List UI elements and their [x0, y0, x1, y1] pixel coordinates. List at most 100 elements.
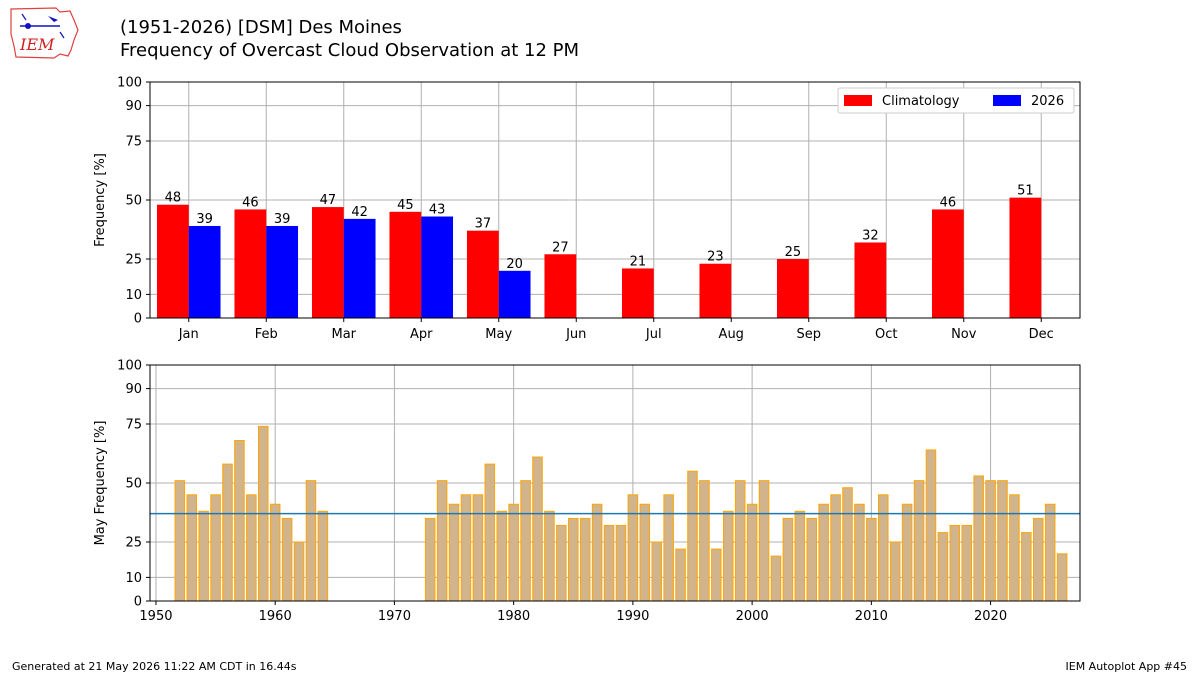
climatology-bar [234, 209, 267, 318]
year-bar [293, 541, 305, 602]
bottom-y-tick-label: 25 [125, 536, 142, 551]
bottom-y-tick-label: 100 [117, 359, 142, 374]
top-y-tick-label: 0 [134, 312, 142, 327]
climatology-bar [931, 209, 964, 318]
climatology-value-label: 47 [320, 193, 337, 208]
year-bar [496, 510, 508, 602]
bottom-x-tick-label: 1990 [616, 609, 649, 624]
year-bar [556, 524, 567, 602]
year-bar [246, 494, 257, 602]
climatology-bar [854, 242, 887, 318]
bottom-x-tick-label: 2020 [974, 609, 1007, 624]
year-bar [1021, 532, 1032, 602]
climatology-value-label: 46 [940, 195, 957, 210]
bottom-chart-y-axis-label: May Frequency [%] [93, 421, 108, 546]
monthly-frequency-chart: 48 46 47 45 37 27 21 23 25 32 46 51 39 39 42 43 20 0 10 25… [93, 76, 1081, 342]
bottom-x-tick-label: 1960 [259, 609, 292, 624]
bottom-x-tick-label: 1980 [497, 609, 530, 624]
year-bar [699, 480, 710, 602]
top-x-tick-label: Mar [331, 327, 356, 342]
year-bar [711, 548, 722, 602]
top-y-tick-label: 10 [125, 288, 142, 303]
top-chart-data-labels: 48 46 47 45 37 27 21 23 25 32 46 51 39 39 42 43 20 [165, 184, 1034, 272]
top-y-tick-label: 100 [117, 76, 142, 91]
year-bar [758, 480, 770, 602]
climatology-value-label: 21 [630, 254, 647, 269]
climatology-bar [389, 211, 422, 318]
year-bar [734, 480, 746, 602]
climatology-bar [699, 263, 732, 318]
current-year-bar [188, 225, 221, 318]
year-bar [317, 510, 329, 602]
year-bar [508, 503, 519, 602]
year-bar [794, 510, 806, 602]
bottom-y-tick-label: 50 [125, 477, 142, 492]
year-bar [889, 541, 901, 602]
climatology-value-label: 48 [165, 191, 182, 206]
bottom-y-tick-label: 0 [134, 595, 142, 610]
top-x-tick-label: Dec [1029, 327, 1054, 342]
year-bar [854, 503, 865, 602]
legend-label-2026: 2026 [1031, 94, 1064, 109]
year-bar [603, 524, 615, 602]
climatology-bar [156, 204, 189, 318]
top-y-tick-label: 90 [125, 99, 142, 114]
bottom-chart-y-ticks: 0 10 25 50 75 90 100 [117, 359, 150, 610]
svg-text:IEM: IEM [19, 35, 55, 54]
year-bar [687, 470, 698, 602]
year-bar [770, 555, 782, 602]
current-year-value-label: 39 [274, 212, 291, 227]
year-bar [949, 524, 961, 602]
climatology-value-label: 46 [242, 195, 259, 210]
year-bar [1056, 553, 1068, 602]
year-bar [1044, 503, 1056, 602]
year-bar [448, 503, 460, 602]
year-bar [460, 494, 472, 602]
bottom-x-tick-label: 1950 [139, 609, 172, 624]
year-bar [472, 494, 484, 602]
bottom-x-tick-label: 1970 [378, 609, 411, 624]
year-bar [615, 524, 627, 602]
current-year-bar [498, 270, 531, 318]
year-bar [985, 480, 996, 602]
chart-legend[interactable]: Climatology 2026 [837, 87, 1075, 114]
climatology-value-label: 25 [785, 245, 802, 260]
legend-swatch-climatology [844, 95, 872, 106]
current-year-value-label: 42 [351, 205, 368, 220]
top-y-tick-label: 50 [125, 194, 142, 209]
chart-title-line2: Frequency of Overcast Cloud Observation … [120, 40, 580, 61]
climatology-bar [466, 230, 499, 318]
iem-logo-icon: IEM [10, 7, 79, 59]
year-bar [782, 517, 794, 602]
year-bar [830, 494, 841, 602]
year-bar [520, 480, 531, 602]
year-bar [222, 463, 233, 602]
legend-label-climatology: Climatology [882, 94, 960, 109]
app-label: IEM Autoplot App #45 [1065, 660, 1188, 673]
legend-swatch-2026 [993, 95, 1021, 106]
year-bar [973, 475, 984, 602]
top-chart-x-ticks: Jan Feb Mar Apr May Jun Jul Aug Sep Oct Nov Dec [178, 318, 1054, 342]
current-year-bar [343, 218, 376, 318]
climatology-value-label: 45 [397, 198, 414, 213]
climatology-value-label: 27 [552, 240, 569, 255]
top-x-tick-label: Sep [796, 327, 821, 342]
top-x-tick-label: Jun [565, 327, 586, 342]
year-bar [818, 503, 829, 602]
year-bar [746, 503, 758, 602]
year-bar [806, 517, 818, 602]
year-bar [878, 494, 889, 602]
year-bar [424, 517, 436, 602]
year-bar [174, 480, 186, 602]
year-bar [639, 503, 651, 602]
yearly-may-frequency-chart: 0 10 25 50 75 90 100 1950 1960 1970 1980 1990 2000 2… [93, 359, 1081, 624]
bottom-x-tick-label: 2000 [736, 609, 769, 624]
current-year-bar [421, 216, 454, 318]
year-bar [568, 517, 579, 602]
year-bar [997, 480, 1008, 602]
top-chart-y-ticks: 0 10 25 50 75 90 100 [117, 76, 150, 327]
top-y-tick-label: 75 [125, 135, 142, 150]
year-bar [484, 463, 496, 602]
climatology-value-label: 51 [1017, 184, 1034, 199]
year-bar [234, 440, 245, 602]
